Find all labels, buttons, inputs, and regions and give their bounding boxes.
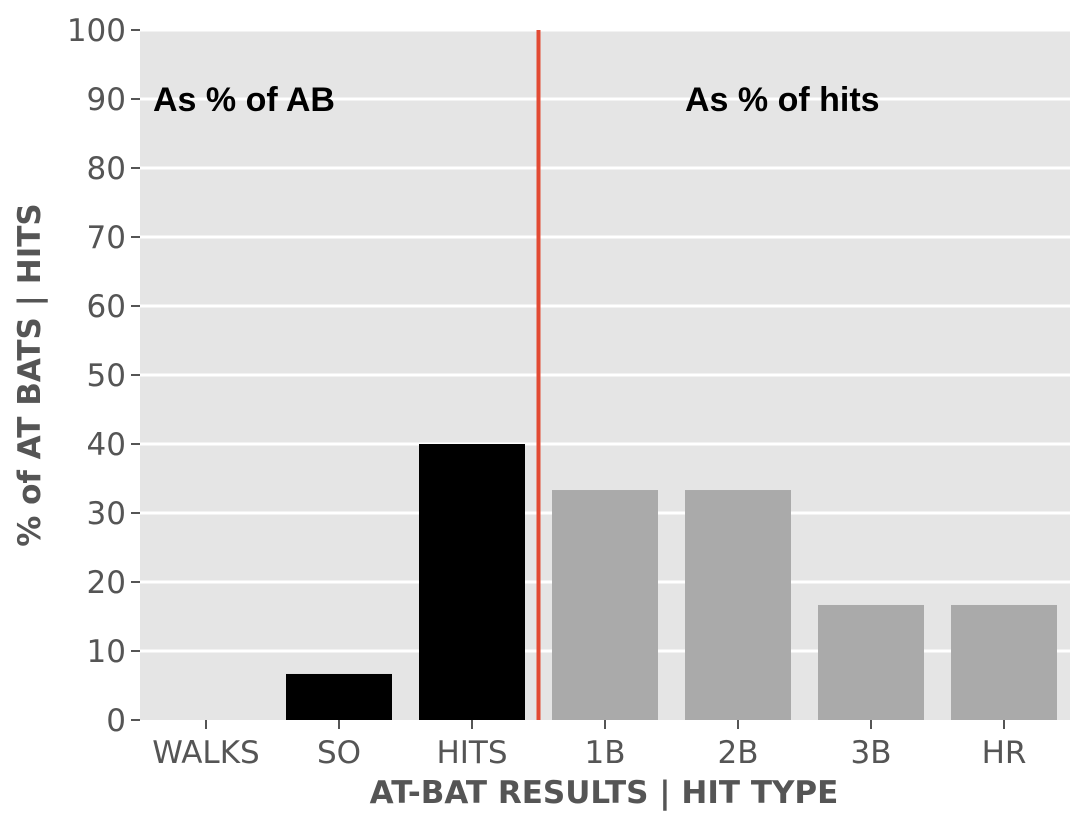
bar-1b	[552, 490, 658, 720]
annotation-label: As % of AB	[153, 81, 335, 119]
bars	[286, 444, 1057, 720]
x-axis-ticks: WALKS SO HITS 1B 2B 3B HR	[152, 720, 1026, 771]
annotation-label: As % of hits	[685, 81, 880, 119]
x-tick-label: 3B	[851, 735, 892, 771]
y-tick-label: 0	[106, 703, 126, 739]
x-axis-title: AT-BAT RESULTS | HIT TYPE	[370, 775, 839, 811]
bar-hits	[419, 444, 525, 720]
bar-3b	[818, 604, 924, 720]
y-tick-label: 100	[67, 13, 126, 49]
y-tick-label: 10	[87, 634, 126, 670]
x-tick-label: 2B	[718, 735, 759, 771]
x-tick-label: 1B	[585, 735, 626, 771]
y-tick-label: 50	[87, 358, 126, 394]
y-tick-label: 40	[87, 427, 126, 463]
y-tick-label: 90	[87, 82, 126, 118]
y-tick-label: 20	[87, 565, 126, 601]
annotations: As % of AB As % of hits	[153, 81, 880, 119]
bar-hr	[951, 604, 1057, 720]
bar-2b	[685, 490, 791, 720]
y-tick-label: 60	[87, 289, 126, 325]
y-axis-ticks: 0 10 20 30 40 50 60 70 80 90 100	[67, 13, 140, 739]
y-tick-label: 30	[87, 496, 126, 532]
x-tick-label: HITS	[436, 735, 507, 771]
y-tick-label: 80	[87, 151, 126, 187]
x-tick-label: WALKS	[152, 735, 259, 771]
y-tick-label: 70	[87, 220, 126, 256]
x-tick-label: HR	[982, 735, 1027, 771]
bar-so	[286, 673, 392, 720]
y-axis-title: % of AT BATS | HITS	[12, 203, 48, 547]
x-tick-label: SO	[317, 735, 361, 771]
